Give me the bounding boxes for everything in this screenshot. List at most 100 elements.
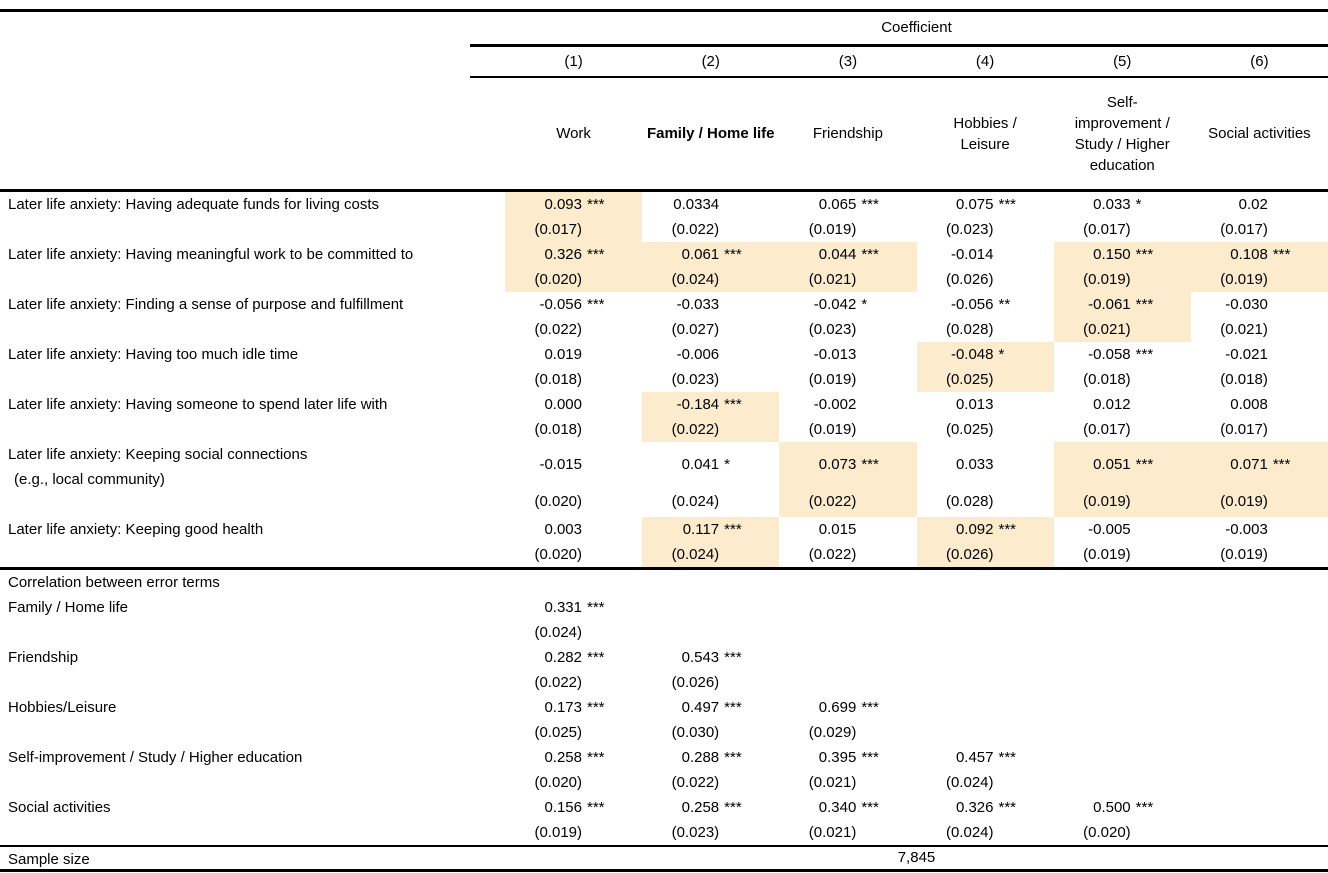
significance-stars <box>856 342 861 367</box>
standard-error: (0.021) <box>808 271 857 288</box>
cell-line: (0.021) <box>1191 317 1328 342</box>
column-header: Self-improvement / Study / Higher educatio… <box>1054 78 1191 189</box>
significance-stars: *** <box>1135 296 1154 313</box>
coef-value: 0.258 <box>681 799 720 816</box>
standard-error: (0.021) <box>1083 321 1131 338</box>
significance-stars <box>856 770 861 795</box>
coef-value: -0.033 <box>676 296 720 313</box>
significance-stars <box>582 770 587 795</box>
significance-stars <box>856 417 861 442</box>
table-row: Later life anxiety: Having meaningful wo… <box>0 242 1328 292</box>
cell-line: 0.071 *** <box>1191 452 1328 477</box>
cell-line: (0.019) <box>1191 267 1328 292</box>
cell-line: (0.019) <box>1054 489 1191 514</box>
correlation-section-header-row: Correlation between error terms <box>0 570 1328 595</box>
cell-line: (0.022) <box>779 542 916 567</box>
cell-line: -0.014 <box>917 242 1054 267</box>
standard-error: (0.022) <box>534 321 582 338</box>
coef-cell: 0.033 * (0.017) <box>1054 192 1191 242</box>
significance-stars: *** <box>724 521 742 538</box>
cell-line: 0.075 *** <box>917 192 1054 217</box>
coef-cell: 0.0334 (0.022) <box>642 192 779 242</box>
coef-value: 0.071 <box>1230 456 1268 473</box>
cell-line: 0.073 *** <box>779 452 916 477</box>
standard-error: (0.018) <box>534 421 582 438</box>
correlation-cell: 0.395 *** (0.021) <box>779 745 916 795</box>
table-rule-under-numbers <box>470 76 1328 78</box>
cell-line: 0.340 *** <box>779 795 916 820</box>
row-label-line: Later life anxiety: Finding a sense of p… <box>8 296 404 313</box>
cell-line: (0.020) <box>505 770 642 795</box>
standard-error: (0.018) <box>1083 371 1131 388</box>
significance-stars <box>1131 217 1136 242</box>
standard-error: (0.023) <box>671 371 720 388</box>
cell-line: (0.020) <box>505 542 642 567</box>
coef-cell: 0.092 *** (0.026) <box>916 517 1054 567</box>
cell-line: (0.019) <box>1054 267 1191 292</box>
standard-error: (0.022) <box>671 774 720 791</box>
significance-stars <box>1268 217 1273 242</box>
significance-stars <box>582 489 587 514</box>
coef-cell: 0.093 *** (0.017) <box>505 192 643 242</box>
significance-stars <box>1268 317 1273 342</box>
coef-value: 0.003 <box>544 521 582 538</box>
significance-stars: *** <box>998 799 1017 816</box>
cell-line: (0.023) <box>642 367 779 392</box>
cell-line: (0.019) <box>779 367 916 392</box>
cell-line: 0.012 <box>1054 392 1191 417</box>
correlation-cell <box>779 595 916 645</box>
header-spacer <box>0 12 505 44</box>
coef-value: -0.061 <box>1088 296 1131 313</box>
cell-line: (0.018) <box>1054 367 1191 392</box>
coef-cell: -0.021 (0.018) <box>1191 342 1328 392</box>
cell-line: (0.017) <box>1191 417 1328 442</box>
significance-stars: *** <box>724 649 742 666</box>
coef-value: 0.015 <box>818 521 857 538</box>
cell-line: (0.020) <box>505 267 642 292</box>
significance-stars: *** <box>861 699 879 716</box>
significance-stars: *** <box>1135 346 1154 363</box>
standard-error: (0.025) <box>945 371 994 388</box>
cell-line: (0.030) <box>642 720 779 745</box>
cell-line: (0.019) <box>779 417 916 442</box>
standard-error: (0.024) <box>671 546 720 563</box>
standard-error: (0.019) <box>1083 271 1131 288</box>
cell-line: 0.331 *** <box>505 595 642 620</box>
coef-value: -0.030 <box>1225 296 1268 313</box>
cell-line: (0.022) <box>642 417 779 442</box>
significance-stars: *** <box>587 599 605 616</box>
cell-line: (0.018) <box>1191 367 1328 392</box>
row-label: Hobbies/Leisure <box>8 699 117 716</box>
row-label-line: Later life anxiety: Keeping social conne… <box>8 446 308 463</box>
coef-cell: -0.015 (0.020) <box>505 442 642 517</box>
coef-cell: -0.048 * (0.025) <box>916 342 1054 392</box>
cell-line: 0.003 <box>505 517 642 542</box>
correlation-rows-section: Family / Home life 0.331 *** (0.024) Friends… <box>0 595 1328 845</box>
cell-line: 0.033 * <box>1054 192 1191 217</box>
cell-line: -0.056 *** <box>505 292 642 317</box>
significance-stars: *** <box>861 246 879 263</box>
cell-line: 0.051 *** <box>1054 452 1191 477</box>
coef-cell: 0.150 *** (0.019) <box>1053 242 1191 292</box>
cell-line: (0.017) <box>1054 217 1191 242</box>
significance-stars <box>582 317 587 342</box>
cell-line: (0.020) <box>1054 820 1191 845</box>
coef-cell: 0.117 *** (0.024) <box>642 517 780 567</box>
standard-error: (0.019) <box>808 371 857 388</box>
coef-cell: -0.013 (0.019) <box>779 342 916 392</box>
cell-line: (0.019) <box>505 820 642 845</box>
cell-line: -0.033 <box>642 292 779 317</box>
cell-line: (0.017) <box>505 217 642 242</box>
correlation-cell: 0.258 *** (0.020) <box>505 745 642 795</box>
cell-line: (0.023) <box>642 820 779 845</box>
significance-stars <box>856 720 861 745</box>
significance-stars <box>1268 192 1273 217</box>
cell-line: 0.000 <box>505 392 642 417</box>
row-label-line: (e.g., local community) <box>14 471 165 488</box>
column-header: Family / Home life <box>642 78 779 189</box>
significance-stars <box>994 452 999 477</box>
significance-stars: * <box>724 456 730 473</box>
significance-stars <box>1268 417 1273 442</box>
correlation-cell <box>1054 645 1191 695</box>
cell-line: (0.025) <box>917 417 1054 442</box>
